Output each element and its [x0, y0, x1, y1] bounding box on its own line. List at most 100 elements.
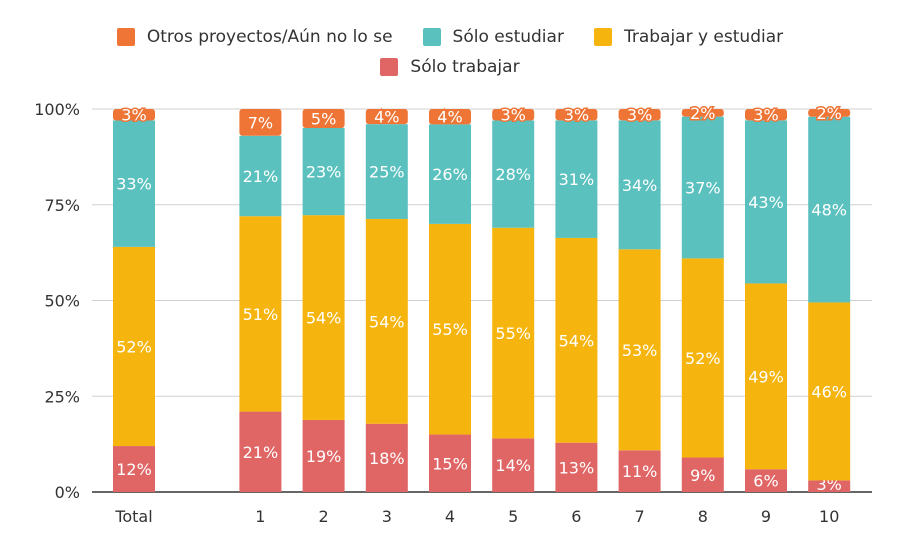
data-label: 12%: [116, 460, 152, 479]
x-tick-label: 7: [635, 507, 645, 526]
bar-segment: [745, 283, 787, 470]
bar-segment: [618, 450, 661, 492]
legend-item[interactable]: Otros proyectos/Aún no lo se: [116, 27, 393, 47]
x-tick-label: 9: [761, 507, 771, 526]
y-tick-label: 50%: [44, 292, 80, 311]
data-label: 4%: [374, 108, 399, 127]
bar-segment: [555, 442, 598, 492]
data-label: 34%: [622, 176, 658, 195]
data-label: 37%: [685, 179, 721, 198]
bar-segment: [745, 109, 787, 121]
bar-segment: [113, 109, 155, 121]
bar-segment: [429, 223, 471, 435]
bar-segment: [492, 120, 535, 228]
bar-segment: [681, 457, 724, 492]
bar-segment: [239, 216, 282, 412]
bar-segment: [302, 127, 345, 216]
data-label: 3%: [501, 106, 526, 125]
bar-segment: [113, 120, 155, 247]
legend-row-1: Otros proyectos/Aún no lo se Sólo estudia…: [0, 27, 900, 47]
data-label: 19%: [306, 447, 342, 466]
bar-segment: [302, 109, 345, 128]
data-label: 7%: [248, 113, 273, 132]
bar-segment: [555, 120, 598, 238]
legend-swatch: [380, 58, 399, 76]
bar-segment: [492, 227, 535, 439]
data-label: 9%: [690, 466, 715, 485]
y-tick-label: 0%: [55, 483, 80, 502]
data-label: 18%: [369, 449, 405, 468]
data-label: 54%: [306, 309, 342, 328]
data-label: 31%: [559, 170, 595, 189]
bar-segment: [681, 258, 724, 458]
x-tick-label: 8: [698, 507, 708, 526]
data-label: 46%: [811, 382, 847, 401]
legend-label: Sólo estudiar: [452, 27, 564, 47]
x-tick-label: 4: [445, 507, 455, 526]
bar-segment: [492, 109, 535, 121]
bar-segment: [239, 411, 282, 492]
data-label: 3%: [121, 106, 146, 125]
legend-label: Trabajar y estudiar: [623, 27, 784, 47]
bar-segment: [429, 109, 471, 125]
legend-label: Otros proyectos/Aún no lo se: [146, 27, 393, 47]
data-label: 28%: [495, 165, 531, 184]
bar-segment: [618, 109, 661, 121]
legend-swatch: [593, 28, 612, 46]
data-label: 26%: [432, 165, 468, 184]
bar-segment: [555, 237, 598, 443]
data-label: 3%: [753, 106, 778, 125]
data-label: 48%: [811, 201, 847, 220]
data-label: 53%: [622, 341, 658, 360]
legend-row-2: Sólo trabajar: [0, 57, 900, 77]
x-tick-label: Total: [114, 507, 152, 526]
bar-segment: [808, 302, 851, 481]
y-tick-label: 25%: [44, 387, 80, 406]
bar-segment: [429, 124, 471, 224]
bar-segment: [429, 434, 471, 492]
data-label: 51%: [243, 305, 279, 324]
data-label: 21%: [243, 167, 279, 186]
bar-segment: [239, 109, 282, 136]
bar-segment: [365, 218, 408, 424]
data-label: 25%: [369, 163, 405, 182]
x-tick-label: 10: [819, 507, 839, 526]
x-tick-label: 5: [508, 507, 518, 526]
bar-segment: [365, 423, 408, 492]
y-tick-label: 75%: [44, 196, 80, 215]
data-label: 33%: [116, 175, 152, 194]
bar-segment: [618, 249, 661, 451]
data-label: 11%: [622, 462, 658, 481]
bar-segment: [113, 246, 155, 447]
data-label: 13%: [559, 458, 595, 477]
data-label: 4%: [437, 108, 462, 127]
x-tick-label: 3: [382, 507, 392, 526]
bar-segment: [618, 120, 661, 250]
data-label: 2%: [817, 104, 842, 123]
legend-item[interactable]: Sólo estudiar: [422, 27, 564, 47]
data-label: 21%: [243, 443, 279, 462]
bar-segment: [365, 124, 408, 219]
data-label: 55%: [495, 324, 531, 343]
bar-segment: [808, 116, 851, 303]
y-tick-label: 100%: [34, 100, 80, 119]
legend-item[interactable]: Trabajar y estudiar: [593, 27, 784, 47]
bar-segment: [302, 215, 345, 420]
legend-item[interactable]: Sólo trabajar: [380, 57, 520, 77]
bar-segment: [745, 469, 787, 492]
bar-segment: [681, 109, 724, 117]
data-label: 23%: [306, 163, 342, 182]
data-label: 2%: [690, 104, 715, 123]
bar-segment: [492, 438, 535, 492]
bar-segment: [365, 109, 408, 125]
data-label: 15%: [432, 454, 468, 473]
data-label: 55%: [432, 320, 468, 339]
bar-segment: [808, 109, 851, 117]
bar-segment: [302, 419, 345, 492]
data-label: 54%: [369, 312, 405, 331]
x-tick-label: 2: [319, 507, 329, 526]
data-label: 5%: [311, 109, 336, 128]
legend-label: Sólo trabajar: [410, 57, 520, 77]
bar-segment: [681, 116, 724, 259]
